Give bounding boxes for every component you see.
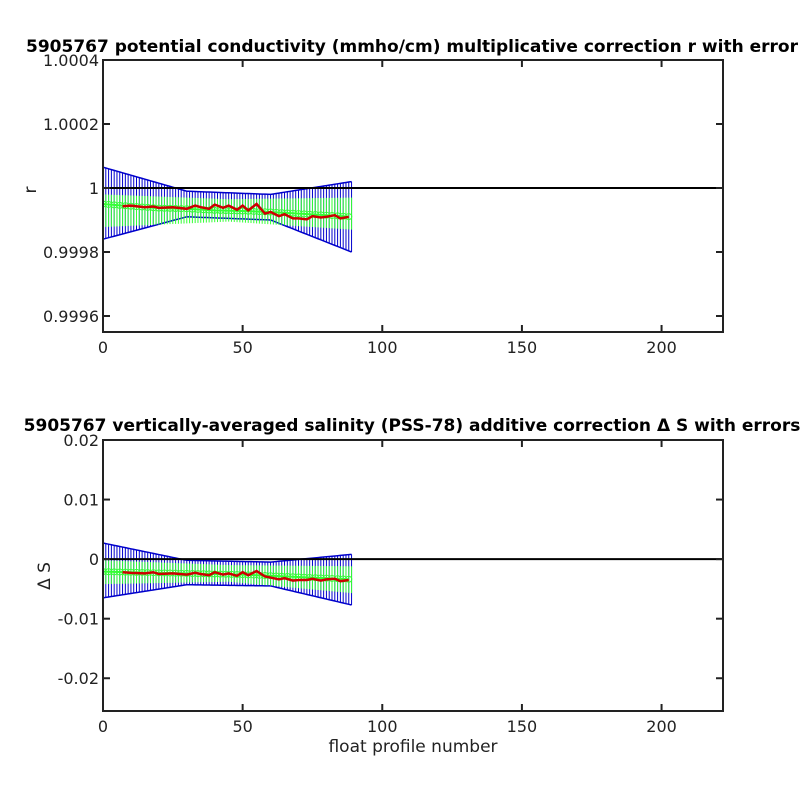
y-tick-label: 1.0002: [43, 115, 99, 134]
x-tick-label: 0: [98, 717, 108, 736]
x-tick-label: 100: [367, 717, 398, 736]
y-tick-label: -0.01: [58, 610, 99, 629]
x-tick-label: 150: [507, 338, 538, 357]
x-tick-label: 200: [646, 717, 677, 736]
salinity-correction-panel: 5905767 vertically-averaged salinity (PS…: [24, 416, 800, 757]
red-series-line: [122, 569, 349, 583]
y-tick-label: 0.01: [63, 491, 99, 510]
x-tick-label: 150: [507, 717, 538, 736]
x-tick-label: 50: [232, 717, 252, 736]
blue-error-upper: [103, 166, 352, 196]
axes-frame: [102, 59, 724, 333]
chart-title: 5905767 vertically-averaged salinity (PS…: [24, 416, 800, 436]
x-axis-label: float profile number: [328, 737, 497, 757]
y-tick-label: 0.9996: [43, 307, 99, 326]
red-series-line: [122, 202, 350, 221]
conductivity-correction-panel: 5905767 potential conductivity (mmho/cm)…: [21, 37, 799, 357]
x-tick-label: 50: [232, 338, 252, 357]
y-axis-label: r: [21, 187, 41, 194]
x-tick-label: 100: [367, 338, 398, 357]
y-tick-label: 1: [89, 179, 99, 198]
data-layer: [103, 542, 353, 606]
chart-title: 5905767 potential conductivity (mmho/cm)…: [26, 37, 799, 57]
y-tick-label: 0: [89, 550, 99, 569]
blue-error-lower: [103, 216, 352, 253]
y-axis-label: Δ S: [35, 562, 55, 590]
axes-frame: [102, 439, 724, 712]
y-tick-label: 1.0004: [43, 51, 99, 70]
plot-area: 0 50 100 150 200 -0.02 -0.01 0 0.01 0.02: [58, 431, 724, 736]
y-tick-label: 0.9998: [43, 243, 99, 262]
data-layer: [103, 166, 353, 253]
y-tick-label: 0.02: [63, 431, 99, 450]
y-tick-label: -0.02: [58, 669, 99, 688]
blue-error-lower: [103, 583, 352, 606]
x-tick-label: 200: [646, 338, 677, 357]
x-tick-label: 0: [98, 338, 108, 357]
plot-area: 0 50 100 150 200 0.9996 0.9998 1 1.0002 1.0004: [43, 51, 724, 357]
